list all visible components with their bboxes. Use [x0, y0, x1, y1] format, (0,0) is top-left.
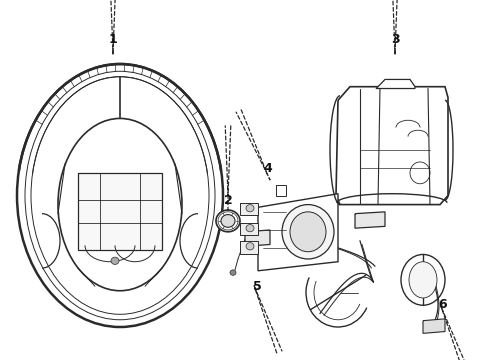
Ellipse shape — [246, 243, 254, 250]
Ellipse shape — [282, 204, 334, 259]
Text: 6: 6 — [439, 298, 447, 311]
PathPatch shape — [240, 223, 258, 235]
Ellipse shape — [401, 255, 445, 305]
Text: 4: 4 — [264, 162, 272, 175]
Ellipse shape — [246, 204, 254, 212]
PathPatch shape — [355, 212, 385, 228]
Ellipse shape — [290, 212, 326, 252]
PathPatch shape — [423, 319, 445, 333]
PathPatch shape — [336, 87, 448, 204]
PathPatch shape — [240, 241, 258, 253]
Ellipse shape — [58, 118, 182, 291]
PathPatch shape — [240, 203, 258, 216]
PathPatch shape — [276, 185, 286, 195]
PathPatch shape — [78, 173, 162, 250]
Text: 2: 2 — [223, 194, 232, 207]
PathPatch shape — [376, 80, 415, 89]
PathPatch shape — [245, 230, 270, 246]
Ellipse shape — [31, 77, 209, 314]
Text: 3: 3 — [391, 33, 399, 46]
Ellipse shape — [409, 262, 437, 298]
Ellipse shape — [111, 257, 119, 265]
Ellipse shape — [246, 225, 254, 232]
Ellipse shape — [216, 210, 240, 232]
Text: 5: 5 — [253, 280, 261, 293]
Text: 1: 1 — [109, 33, 118, 46]
PathPatch shape — [258, 194, 338, 271]
Ellipse shape — [221, 215, 235, 227]
Ellipse shape — [17, 64, 223, 327]
Ellipse shape — [230, 270, 236, 275]
